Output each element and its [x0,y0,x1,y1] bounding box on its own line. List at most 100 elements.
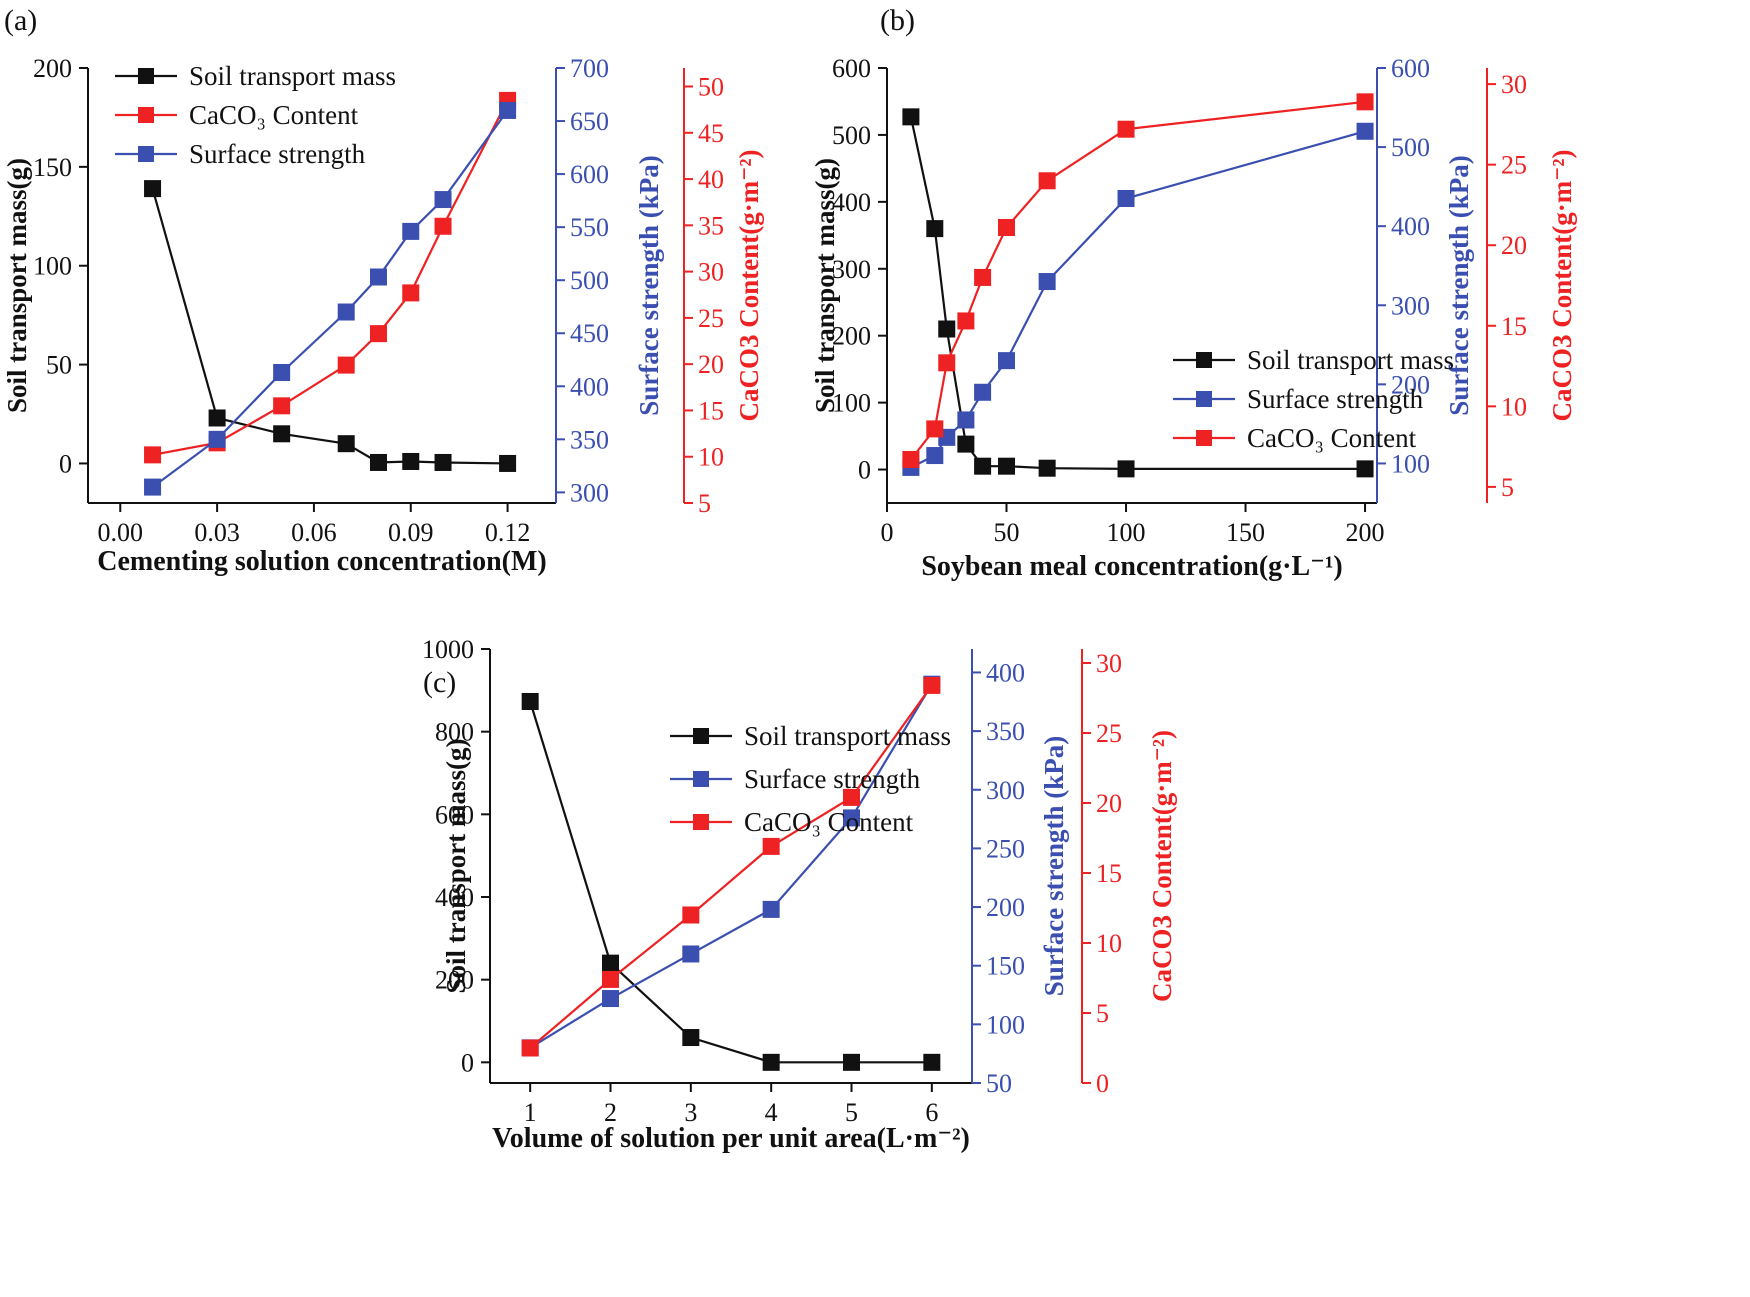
y-tick-label-right: 100 [1391,449,1430,478]
y-tick-label-right: 20 [698,350,724,379]
data-point [902,108,920,126]
y-tick-label-right: 50 [986,1069,1012,1098]
data-point [998,219,1016,236]
data-point [998,352,1016,370]
y-tick-label-right: 25 [698,304,724,333]
y-tick-label: 100 [33,252,72,281]
y-tick-label-right: 20 [1096,789,1122,818]
y-tick-label-right: 25 [1096,719,1122,748]
y-axis-title-2: CaCO3 Content(g·m⁻²) [1547,149,1577,421]
x-tick-label: 4 [765,1098,778,1127]
data-point [369,325,387,343]
data-point [974,383,992,401]
y-tick-label-right: 400 [986,658,1025,687]
y-tick-label-right: 350 [570,425,609,454]
legend-marker [693,728,709,744]
legend-label: CaCO₃ Content [1247,423,1417,453]
x-tick-label: 50 [994,518,1020,547]
data-point [402,222,420,240]
data-point [337,435,355,453]
y-axis-title-1: Surface strength (kPa) [634,155,664,415]
y-tick-label-right: 450 [570,319,609,348]
data-point [1356,93,1374,111]
data-point [1356,122,1374,140]
data-point [602,954,619,972]
data-point [144,180,162,198]
y-tick-label-right: 5 [1096,999,1109,1028]
y-tick-label-right: 150 [986,952,1025,981]
x-axis-title: Soybean meal concentration(g·L⁻¹) [921,551,1342,582]
data-point [208,430,226,448]
legend-label: Surface strength [744,764,921,794]
y-tick-label-right: 50 [698,73,724,102]
y-tick-label: 600 [435,800,474,829]
data-point [144,446,162,464]
data-point [1117,190,1135,207]
y-tick-label: 300 [832,255,871,284]
y-tick-label-right: 400 [1391,212,1430,241]
y-tick-label-right: 200 [1391,370,1430,399]
legend-label: Surface strength [189,139,366,169]
y-axis-title-1: Surface strength (kPa) [1444,155,1474,415]
panel-label: (c) [423,666,456,699]
data-point [1117,460,1135,478]
data-point [602,990,619,1008]
y-tick-label-right: 10 [1096,929,1122,958]
legend-marker [138,146,154,162]
data-point [369,453,387,471]
legend-marker [693,771,709,787]
data-point [938,354,956,372]
y-tick-label: 800 [435,718,474,747]
legend-marker [1196,430,1212,446]
x-tick-label: 0.12 [485,518,531,547]
y-tick-label-right: 15 [1501,312,1527,341]
y-tick-label-right: 400 [570,372,609,401]
legend-label: Soil transport mass [1247,345,1454,375]
data-point [602,970,619,988]
x-tick-label: 0.00 [98,518,144,547]
y-tick-label-right: 300 [570,478,609,507]
y-tick-label: 200 [33,54,72,83]
data-point [957,312,975,330]
y-tick-label-right: 0 [1096,1069,1109,1098]
y-tick-label-right: 30 [1501,70,1527,99]
y-tick-label: 100 [832,389,871,418]
legend-label: Soil transport mass [189,61,396,91]
y-tick-label-right: 5 [698,489,711,518]
data-point [957,411,975,429]
data-point [998,457,1016,475]
y-tick-label-right: 300 [1391,291,1430,320]
series-line-1 [910,130,1366,469]
legend-label: Surface strength [1247,384,1424,414]
panel-label: (a) [4,4,37,37]
data-point [682,906,700,924]
y-tick-label: 150 [33,153,72,182]
data-point [521,692,539,710]
y-axis-title-0: Soil transport mass(g) [810,158,840,413]
y-tick-label-right: 20 [1501,231,1527,260]
x-tick-label: 3 [684,1098,697,1127]
y-tick-label-right: 500 [570,266,609,295]
series-line-2 [529,684,933,1049]
y-tick-label: 200 [435,966,474,995]
y-tick-label-right: 700 [570,54,609,83]
y-tick-label-right: 30 [698,258,724,287]
legend-marker [138,68,154,84]
y-tick-label: 400 [832,188,871,217]
x-tick-label: 1 [524,1098,537,1127]
y-tick-label-right: 15 [1096,859,1122,888]
data-point [521,1039,539,1057]
legend-marker [1196,391,1212,407]
data-point [499,101,517,119]
y-tick-label-right: 200 [986,893,1025,922]
data-point [369,268,387,286]
data-point [843,788,860,806]
data-point [923,1053,941,1071]
data-point [923,676,941,694]
data-point [208,409,226,427]
legend-label: CaCO₃ Content [744,807,914,837]
x-tick-label: 0.06 [291,518,337,547]
data-point [434,453,452,471]
